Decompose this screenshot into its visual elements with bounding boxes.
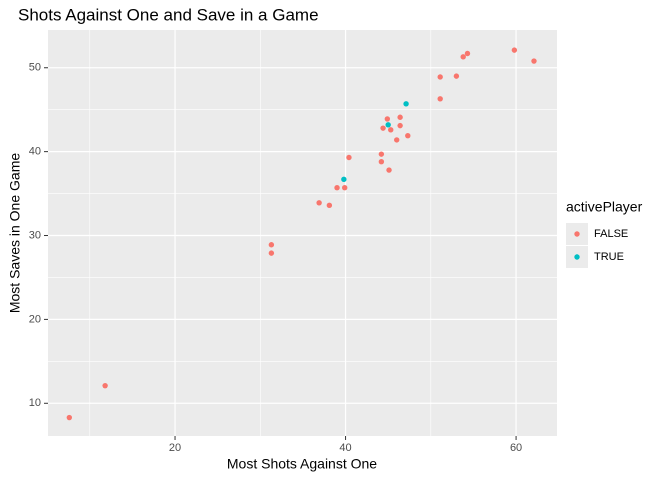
point [378,151,385,157]
legend-marker [574,254,580,260]
point [66,414,73,421]
point [531,58,537,64]
point [394,137,400,143]
legend-title: activePlayer [566,199,643,215]
point [403,101,409,107]
chart-title: Shots Against One and Save in a Game [18,5,319,24]
point [341,176,347,183]
point [334,185,340,191]
point [385,122,391,128]
x-tick-label: 60 [510,442,522,454]
point [346,154,352,161]
y-tick-label: 50 [29,62,41,74]
point [397,114,403,120]
point [384,116,391,122]
point [386,167,392,173]
point [326,202,333,209]
point [437,74,443,80]
point [511,47,518,53]
point [397,122,403,129]
legend-marker [574,231,580,237]
legend-label: FALSE [594,228,628,240]
point [388,127,394,133]
point [464,50,471,57]
point [437,96,443,102]
legend-label: TRUE [594,251,624,263]
point [102,382,108,389]
point [268,242,275,248]
x-tick-label: 40 [339,442,351,454]
point [268,250,275,256]
point [453,73,460,79]
point [342,185,348,191]
y-tick-label: 10 [29,397,41,409]
y-tick-label: 30 [29,229,41,241]
point [380,125,386,131]
point [405,132,411,139]
panel [48,30,557,436]
point [378,158,385,165]
x-tick-label: 20 [169,442,181,454]
y-tick-label: 20 [29,313,41,325]
y-axis-label: Most Saves in One Game [7,153,23,314]
point [460,54,466,60]
point [316,200,322,206]
x-axis-label: Most Shots Against One [227,456,377,472]
y-tick-label: 40 [29,146,41,158]
